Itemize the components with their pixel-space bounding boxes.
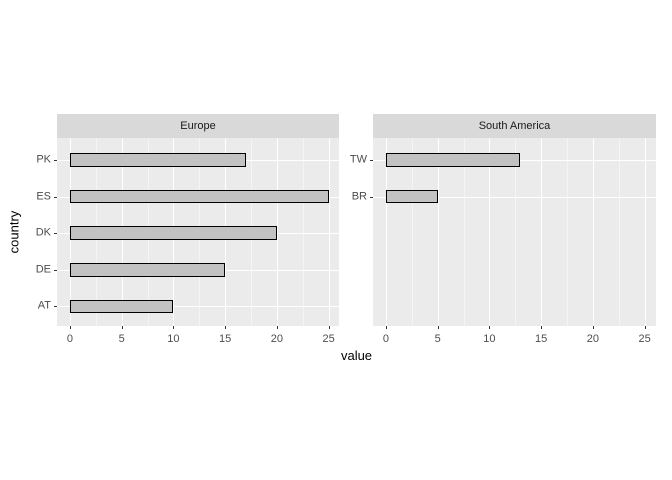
x-tick-label: 0 <box>66 333 73 345</box>
bar-br <box>385 189 438 204</box>
x-tick-label: 25 <box>322 333 335 345</box>
gridline-major-horizontal <box>373 196 656 198</box>
x-tick-label: 20 <box>586 333 600 345</box>
y-tick-label-br: BR <box>351 190 367 203</box>
facet-panel <box>57 138 339 326</box>
x-tick-label: 0 <box>382 333 389 345</box>
strip-label: South America <box>478 119 551 132</box>
facet-strip: South America <box>373 114 656 138</box>
y-tick-label-pk: PK <box>36 153 51 166</box>
gridline-major-vertical <box>489 138 491 326</box>
gridline-minor-vertical <box>618 138 620 326</box>
x-axis-title: value <box>340 348 373 363</box>
gridline-minor-vertical <box>302 138 304 326</box>
x-tick <box>437 326 439 329</box>
x-tick <box>276 326 278 329</box>
gridline-minor-vertical <box>463 138 465 326</box>
gridline-minor-vertical <box>515 138 517 326</box>
y-tick <box>370 196 373 198</box>
gridline-major-vertical <box>541 138 543 326</box>
x-tick-label: 10 <box>483 333 496 345</box>
y-tick-label-tw: TW <box>349 153 367 166</box>
gridline-minor-vertical <box>411 138 413 326</box>
y-tick-label-dk: DK <box>35 226 51 239</box>
y-tick <box>54 269 57 271</box>
x-tick <box>121 326 123 329</box>
x-tick-label: 5 <box>434 333 441 345</box>
gridline-major-vertical <box>276 138 278 326</box>
x-tick-label: 5 <box>118 333 125 345</box>
x-tick <box>173 326 175 329</box>
gridline-major-vertical <box>385 138 387 326</box>
y-tick-label-at: AT <box>37 299 51 312</box>
x-tick <box>541 326 543 329</box>
y-tick <box>370 160 373 161</box>
y-tick <box>54 196 57 198</box>
gridline-major-vertical <box>437 138 439 326</box>
y-tick-label-es: ES <box>36 190 51 203</box>
x-tick <box>644 326 646 329</box>
gridline-minor-vertical <box>567 138 569 326</box>
bar-de <box>69 263 226 277</box>
x-tick <box>69 326 71 329</box>
y-tick <box>54 233 57 235</box>
y-tick <box>54 306 57 308</box>
facet-panel <box>373 138 656 326</box>
gridline-major-vertical <box>328 138 330 326</box>
x-tick <box>489 326 491 329</box>
x-tick-label: 25 <box>638 333 651 345</box>
y-tick-label-de: DE <box>35 263 51 276</box>
gridline-major-vertical <box>592 138 594 326</box>
bar-pk <box>69 153 246 167</box>
x-tick <box>385 326 387 329</box>
facet-strip: Europe <box>57 114 339 138</box>
bar-at <box>69 299 174 314</box>
gridline-major-horizontal <box>57 306 339 308</box>
x-tick-label: 20 <box>270 333 284 345</box>
bar-dk <box>69 226 277 240</box>
x-tick <box>225 326 227 329</box>
bar-tw <box>385 153 521 167</box>
x-tick-label: 15 <box>219 333 232 345</box>
strip-label: Europe <box>180 119 216 132</box>
y-tick <box>54 160 57 161</box>
bar-es <box>69 189 329 204</box>
x-tick <box>592 326 594 329</box>
x-tick-label: 10 <box>167 333 180 345</box>
gridline-major-vertical <box>644 138 646 326</box>
x-tick-label: 15 <box>535 333 548 345</box>
x-tick <box>328 326 330 329</box>
